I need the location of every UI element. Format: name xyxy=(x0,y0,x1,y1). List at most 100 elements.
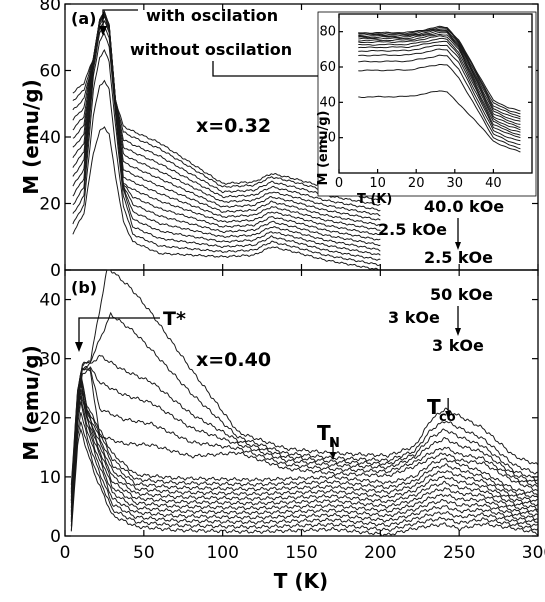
x-axis-title: T (K) xyxy=(274,569,328,593)
panel-b: 0 10 20 30 40 0 50 100 150 200 250 300 (b) T* x=0.… xyxy=(39,269,545,563)
panel-a-curve-0 xyxy=(72,126,381,271)
panel-a-y-axis-title: M (emu/g) xyxy=(19,79,43,194)
x-tick-label-1: 10 xyxy=(369,176,386,191)
panel-a-curve-1 xyxy=(72,79,381,267)
y-tick-label-0: 0 xyxy=(50,527,61,547)
composition-b-label: x=0.40 xyxy=(196,349,271,371)
y-tick-label-3: 60 xyxy=(39,62,61,82)
panel-a-inset: 20 40 60 80 0 10 20 30 40 T (K) M (emu/g) xyxy=(316,11,537,207)
panel-a-curve-5 xyxy=(72,19,381,247)
y-tick-label-2: 60 xyxy=(319,60,336,75)
t-n-subscript: N xyxy=(329,436,340,451)
with-oscilation-arrowhead xyxy=(99,26,107,36)
t-star-arrowhead xyxy=(75,342,83,352)
panel-a-curve-9 xyxy=(72,13,381,226)
t-n-label: T xyxy=(317,421,331,445)
panel-a-curve-6 xyxy=(72,15,381,241)
panel-b-curve-13 xyxy=(70,366,539,498)
x-tick-label-4: 200 xyxy=(364,543,396,563)
t-co-label: T xyxy=(427,395,441,419)
panel-b-curve-1 xyxy=(70,421,539,532)
inset-curve-2 xyxy=(358,54,521,146)
inset-curve-13 xyxy=(358,26,521,115)
field-low-a-label-2: 2.5 kOe xyxy=(424,248,493,267)
panel-a-curve-12 xyxy=(72,11,381,212)
y-tick-label-1: 40 xyxy=(319,95,336,110)
composition-a-label: x=0.32 xyxy=(196,115,271,137)
inset-curve-3 xyxy=(358,48,521,142)
inset-curve-10 xyxy=(358,30,521,122)
without-oscilation-pointer xyxy=(212,61,334,77)
panel-b-curve-8 xyxy=(70,381,539,512)
y-tick-label-3: 80 xyxy=(319,25,336,40)
y-tick-label-1: 20 xyxy=(39,195,61,215)
y-tick-label-2: 20 xyxy=(39,409,61,429)
inset-curve-0 xyxy=(358,90,521,153)
panel-a-curve-7 xyxy=(72,13,381,236)
panel-b-curve-6 xyxy=(70,389,539,515)
panel-b-curve-4 xyxy=(70,396,539,521)
inset-curve-14 xyxy=(358,25,521,112)
without-oscilation-label: without oscilation xyxy=(130,40,292,59)
panel-a-x-ticks xyxy=(64,4,539,270)
panel-a-curve-11 xyxy=(72,11,381,217)
inset-plot-frame xyxy=(338,13,533,174)
inset-curves xyxy=(358,25,521,153)
x-tick-label-4: 40 xyxy=(485,176,502,191)
panel-a-curve-8 xyxy=(72,13,381,232)
panel-b-curve-10 xyxy=(70,375,539,504)
panel-b-curves xyxy=(70,269,539,537)
panel-b-curve-12 xyxy=(70,369,539,501)
x-tick-label-6: 300 xyxy=(522,543,545,563)
t-co-arrowhead xyxy=(445,411,452,419)
panel-b-curve-14 xyxy=(70,366,539,494)
panel-b-curve-11 xyxy=(70,372,539,502)
panel-b-curve-2 xyxy=(70,412,539,528)
inset-y-ticks: 20 40 60 80 xyxy=(319,25,532,146)
panel-a-label: (a) xyxy=(71,9,96,28)
inset-curve-7 xyxy=(358,35,521,131)
x-tick-label-1: 50 xyxy=(133,543,155,563)
x-tick-label-2: 20 xyxy=(408,176,425,191)
with-oscilation-pointer xyxy=(102,9,138,30)
y-tick-label-4: 80 xyxy=(39,0,61,15)
y-tick-label-0: 0 xyxy=(50,261,61,281)
inset-x-ticks: 0 10 20 30 40 xyxy=(335,14,502,191)
x-tick-label-5: 250 xyxy=(443,543,475,563)
x-tick-label-0: 0 xyxy=(60,543,71,563)
panel-a-curves xyxy=(72,10,381,271)
t-n-arrowhead xyxy=(330,452,337,460)
y-tick-label-3: 30 xyxy=(39,350,61,370)
inset-curve-6 xyxy=(358,37,521,133)
inset-curve-1 xyxy=(358,63,521,150)
panel-b-curve-5 xyxy=(70,392,539,519)
t-star-pointer xyxy=(78,317,160,345)
panel-b-curve-17 xyxy=(70,269,539,485)
t-star-label: T* xyxy=(163,308,186,330)
panel-b-y-ticks: 0 10 20 30 40 xyxy=(39,291,538,547)
y-tick-label-4: 40 xyxy=(39,291,61,311)
field-low-b-label-1: 3 kOe xyxy=(388,308,440,327)
t-co-subscript: co xyxy=(439,410,456,425)
panel-b-curve-16 xyxy=(70,311,539,490)
panel-a-y-ticks: 0 20 40 60 80 xyxy=(39,0,538,281)
panel-b-curve-3 xyxy=(70,401,539,524)
inset-curve-12 xyxy=(358,28,521,118)
x-tick-label-0: 0 xyxy=(335,176,343,191)
y-tick-label-1: 10 xyxy=(39,468,61,488)
panel-b-x-ticks: 0 50 100 150 200 250 300 xyxy=(60,270,545,563)
inset-y-axis-title: M (emu/g) xyxy=(316,110,331,185)
panel-a-curve-2 xyxy=(72,49,381,261)
field-sweep-b-arrowhead xyxy=(455,328,461,336)
y-tick-label-2: 40 xyxy=(39,128,61,148)
inset-curve-9 xyxy=(358,32,521,125)
inset-curve-8 xyxy=(358,33,521,128)
x-tick-label-3: 150 xyxy=(285,543,317,563)
field-low-b-label-2: 3 kOe xyxy=(432,336,484,355)
y-tick-label-0: 20 xyxy=(319,131,336,146)
panel-a: 0 20 40 60 80 (a) with oscilation without os… xyxy=(39,0,539,281)
inset-curve-11 xyxy=(358,29,521,120)
x-tick-label-3: 30 xyxy=(447,176,464,191)
field-high-a-label: 40.0 kOe xyxy=(424,197,504,216)
